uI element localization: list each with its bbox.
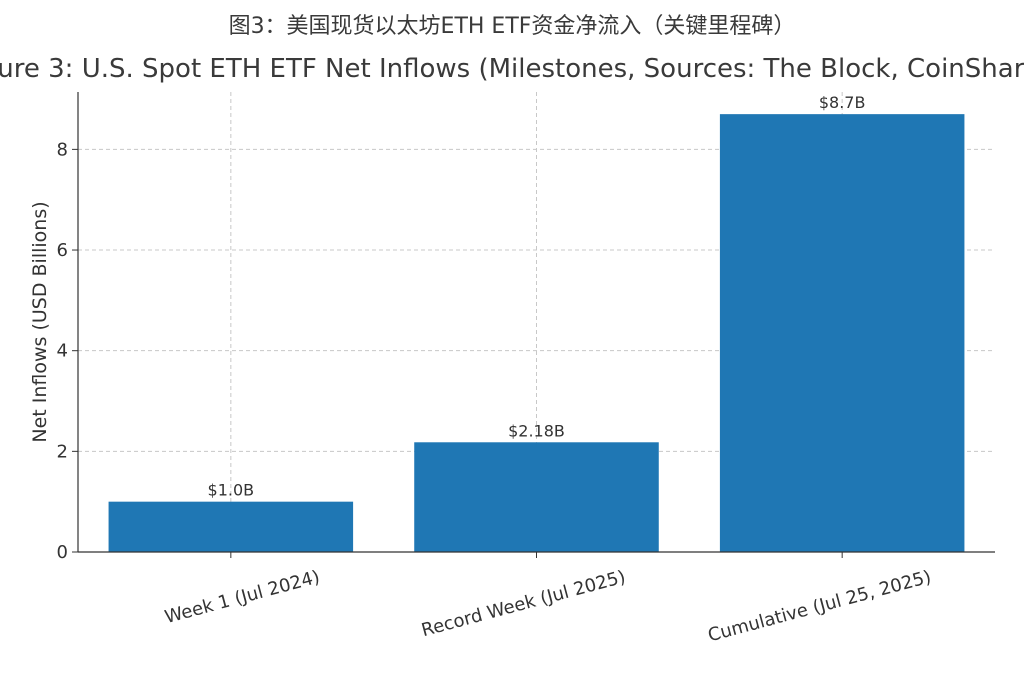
x-tick-label: Cumulative (Jul 25, 2025) (706, 567, 934, 647)
bar (414, 442, 659, 552)
y-tick-label: 2 (57, 441, 68, 462)
bars (108, 114, 965, 553)
bar (719, 114, 965, 553)
chart-title: 图3：美国现货以太坊ETH ETF资金净流入（关键里程碑） (228, 14, 796, 39)
axes (72, 92, 995, 558)
y-tick-label: 6 (57, 240, 68, 261)
bar-value-label: $8.7B (819, 93, 866, 112)
bar-value-label: $1.0B (208, 481, 255, 500)
bar (108, 501, 354, 552)
x-tick-label: Record Week (Jul 2025) (419, 567, 628, 642)
x-tick-label: Week 1 (Jul 2024) (163, 567, 323, 629)
y-axis-label: Net Inflows (USD Billions) (29, 201, 51, 442)
chart-subtitle: Figure 3: U.S. Spot ETH ETF Net Inflows … (0, 54, 1024, 84)
y-tick-label: 8 (57, 139, 68, 160)
y-tick-label: 0 (57, 542, 68, 563)
bar-value-label: $2.18B (508, 421, 565, 440)
y-tick-label: 4 (57, 341, 68, 362)
